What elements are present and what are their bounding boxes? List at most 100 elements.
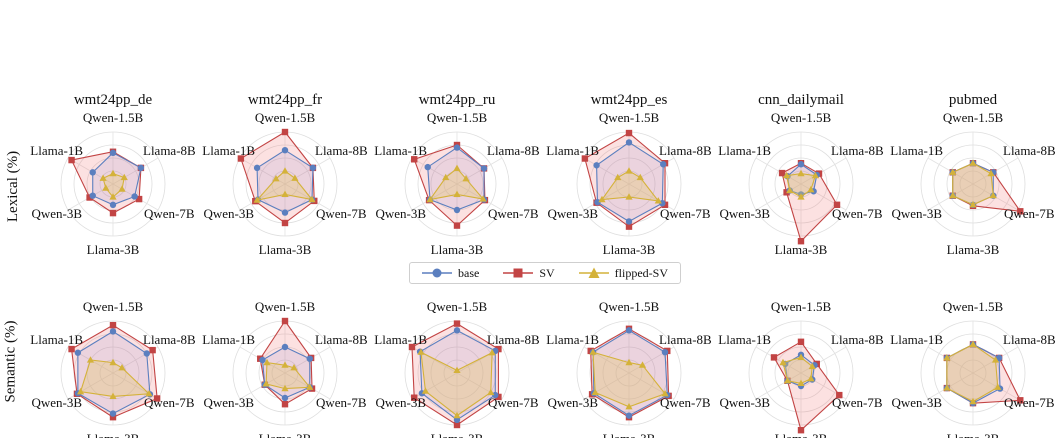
- point-flipped-sv: [661, 390, 669, 397]
- point-sv: [281, 317, 289, 325]
- grid-spoke: [456, 183, 503, 211]
- axis-label: Llama-1B: [890, 143, 943, 158]
- point-sv: [453, 320, 461, 327]
- point-base: [253, 164, 261, 172]
- point-flipped-sv: [145, 390, 153, 397]
- axis-label: Llama-8B: [487, 143, 540, 158]
- point-sv: [797, 338, 805, 345]
- point-flipped-sv: [102, 184, 110, 191]
- axis-label: Llama-8B: [831, 332, 884, 347]
- point-sv: [453, 222, 461, 229]
- point-flipped-sv: [779, 358, 787, 366]
- point-flipped-sv: [426, 195, 434, 203]
- axis-label: Llama-3B: [87, 431, 140, 438]
- point-base: [625, 218, 633, 225]
- point-flipped-sv: [969, 159, 977, 166]
- grid-spoke: [927, 346, 974, 374]
- point-base: [625, 327, 633, 334]
- axis-label: Llama-3B: [947, 431, 1000, 438]
- grid-spoke: [583, 183, 630, 211]
- point-flipped-sv: [281, 190, 289, 197]
- axis-label: Qwen-3B: [547, 206, 598, 221]
- point-flipped-sv: [969, 340, 977, 347]
- point-sv: [149, 346, 156, 354]
- axis-label: Qwen-7B: [832, 206, 883, 221]
- point-base: [625, 139, 633, 146]
- point-sv: [495, 393, 502, 401]
- axis-label: Qwen-3B: [31, 395, 82, 410]
- axis-label: Llama-3B: [431, 242, 484, 257]
- point-flipped-sv: [991, 356, 1000, 363]
- grid-spoke: [800, 157, 847, 185]
- axis-label: Qwen-3B: [375, 206, 426, 221]
- point-flipped-sv: [281, 361, 289, 368]
- axis-label: Llama-1B: [546, 332, 599, 347]
- grid-spoke: [112, 157, 159, 185]
- point-sv: [408, 343, 416, 351]
- grid-spoke: [411, 157, 458, 185]
- point-flipped-sv: [943, 354, 951, 361]
- axis-label: Llama-3B: [87, 242, 140, 257]
- point-flipped-sv: [290, 364, 298, 371]
- axis-label: Qwen-1.5B: [427, 299, 488, 314]
- point-flipped-sv: [118, 364, 126, 371]
- chart-title: wmt24pp_fr: [248, 92, 322, 108]
- axis-label: Qwen-1.5B: [427, 110, 488, 125]
- legend-item-base: base: [422, 266, 479, 281]
- legend-item-flipped-sv: flipped-SV: [578, 266, 668, 281]
- point-base: [131, 193, 138, 200]
- axis-label: Llama-3B: [431, 431, 484, 438]
- point-flipped-sv: [811, 171, 820, 179]
- point-base: [281, 209, 289, 216]
- grid-spoke: [239, 183, 286, 211]
- point-flipped-sv: [118, 185, 126, 192]
- radar-chart-3: wmt24pp_ru Qwen-1.5B Llama-8B Qwen-7B Llama-…: [374, 92, 540, 257]
- axis-label: Llama-3B: [775, 431, 828, 438]
- axis-label: Qwen-7B: [1004, 395, 1055, 410]
- point-flipped-sv: [797, 379, 805, 386]
- point-flipped-sv: [994, 383, 1002, 390]
- axis-label: Qwen-7B: [144, 206, 195, 221]
- point-base: [259, 356, 266, 364]
- radar-chart-9: Qwen-1.5B Llama-8B Qwen-7B Llama-3B Qwen-3B L…: [374, 299, 540, 438]
- point-sv: [836, 391, 843, 399]
- point-flipped-sv: [638, 361, 647, 368]
- point-base: [453, 327, 461, 334]
- axis-label: Qwen-1.5B: [771, 299, 832, 314]
- point-base: [453, 144, 461, 151]
- point-sv: [625, 223, 633, 230]
- point-flipped-sv: [86, 356, 95, 363]
- point-base: [89, 192, 96, 199]
- grid-spoke: [972, 372, 1019, 400]
- point-sv: [135, 195, 143, 203]
- axis-label: Llama-3B: [259, 431, 312, 438]
- radar-chart-5: cnn_dailymail Qwen-1.5B Llama-8B Qwen-7B Lla…: [718, 92, 884, 257]
- point-sv: [770, 354, 778, 361]
- point-sv: [625, 129, 633, 137]
- axis-label: Llama-1B: [374, 332, 427, 347]
- radar-chart-6: pubmed Qwen-1.5B Llama-8B Qwen-7B Llama-3B Qw…: [890, 92, 1056, 257]
- point-base: [660, 161, 667, 168]
- axis-label: Qwen-7B: [488, 395, 539, 410]
- axis-label: Qwen-7B: [832, 395, 883, 410]
- point-flipped-sv: [479, 195, 487, 202]
- axis-label: Qwen-3B: [31, 206, 82, 221]
- axis-label: Qwen-3B: [375, 395, 426, 410]
- radar-chart-10: Qwen-1.5B Llama-8B Qwen-7B Llama-3B Qwen-3B L…: [546, 299, 712, 438]
- chart-title: cnn_dailymail: [758, 92, 844, 108]
- point-sv: [281, 401, 289, 408]
- radar-chart-4: wmt24pp_es Qwen-1.5B Llama-8B Qwen-7B Llama-…: [546, 92, 712, 257]
- point-flipped-sv: [109, 392, 117, 399]
- axis-label: Llama-8B: [315, 332, 368, 347]
- chart-title: wmt24pp_ru: [419, 92, 496, 108]
- grid-spoke: [755, 346, 802, 374]
- point-sv: [68, 345, 75, 353]
- axis-label: Qwen-1.5B: [599, 299, 660, 314]
- axis-label: Llama-8B: [659, 332, 712, 347]
- point-sv: [833, 201, 841, 208]
- point-base: [109, 201, 117, 208]
- axis-label: Qwen-7B: [316, 395, 367, 410]
- point-sv: [411, 156, 418, 163]
- point-flipped-sv: [99, 174, 107, 181]
- point-flipped-sv: [969, 397, 977, 405]
